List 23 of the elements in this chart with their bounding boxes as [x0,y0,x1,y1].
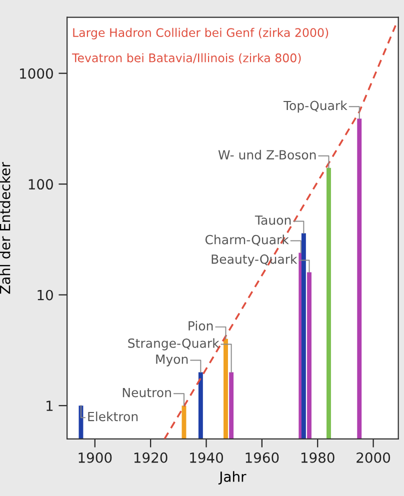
annotation: Elektron [88,412,138,422]
x-tick-label: 1980 [301,452,334,463]
annotation: Strange-Quark [128,338,220,350]
annotation: Neutron [122,388,171,398]
y-tick-label: 10 [38,290,53,300]
y-tick-label: 1 [46,400,53,411]
annotation: Tauon [254,216,291,225]
annotation: Tevatron bei Batavia/Illinois (zirka 800) [72,53,301,64]
y-tick-label: 1000 [20,68,53,79]
x-tick-label: 1960 [246,452,279,463]
annotation: W- und Z-Boson [218,150,316,160]
x-axis-title: Jahr [218,471,246,484]
x-tick-label: 1920 [134,452,168,463]
y-tick-label: 100 [28,179,53,190]
annotation: Top-Quark [283,100,348,113]
x-tick-label: 1900 [78,452,112,463]
annotation: Beauty-Quark [212,254,298,266]
x-tick-label: 1940 [190,452,224,463]
y-axis-title: Zahl der Entdecker [0,162,10,294]
annotation: Myon [156,354,188,366]
x-tick-label: 2000 [356,452,390,463]
annotation: Pion [188,320,213,331]
annotation: Large Hadron Collider bei Genf (zirka 2000) [73,28,328,40]
